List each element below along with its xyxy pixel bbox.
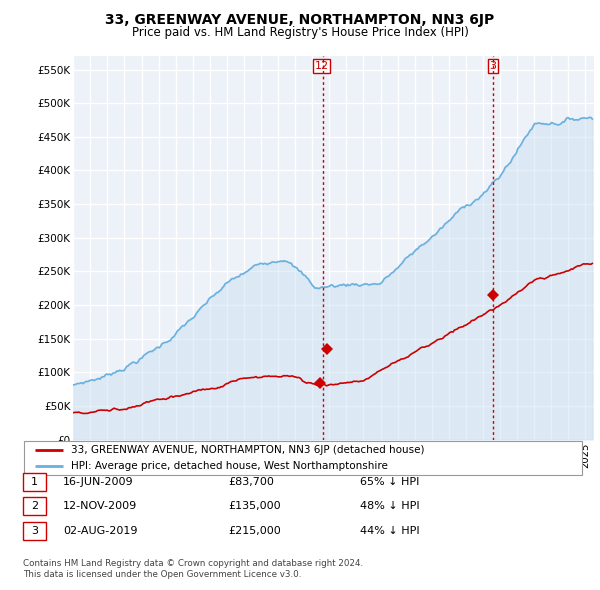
- Text: 1: 1: [31, 477, 38, 487]
- Text: 3: 3: [31, 526, 38, 536]
- Text: £83,700: £83,700: [228, 477, 274, 487]
- Text: 65% ↓ HPI: 65% ↓ HPI: [360, 477, 419, 487]
- Text: 12-NOV-2009: 12-NOV-2009: [63, 502, 137, 511]
- Text: 33, GREENWAY AVENUE, NORTHAMPTON, NN3 6JP (detached house): 33, GREENWAY AVENUE, NORTHAMPTON, NN3 6J…: [71, 445, 425, 455]
- Text: HPI: Average price, detached house, West Northamptonshire: HPI: Average price, detached house, West…: [71, 461, 388, 471]
- Text: 33, GREENWAY AVENUE, NORTHAMPTON, NN3 6JP: 33, GREENWAY AVENUE, NORTHAMPTON, NN3 6J…: [106, 13, 494, 27]
- Text: 3: 3: [490, 61, 497, 71]
- Text: 2: 2: [31, 502, 38, 511]
- Text: Price paid vs. HM Land Registry's House Price Index (HPI): Price paid vs. HM Land Registry's House …: [131, 26, 469, 39]
- Text: £135,000: £135,000: [228, 502, 281, 511]
- FancyBboxPatch shape: [24, 441, 582, 475]
- Text: £215,000: £215,000: [228, 526, 281, 536]
- Text: 16-JUN-2009: 16-JUN-2009: [63, 477, 134, 487]
- Text: Contains HM Land Registry data © Crown copyright and database right 2024.
This d: Contains HM Land Registry data © Crown c…: [23, 559, 363, 579]
- Text: 02-AUG-2019: 02-AUG-2019: [63, 526, 137, 536]
- Text: 44% ↓ HPI: 44% ↓ HPI: [360, 526, 419, 536]
- Text: 48% ↓ HPI: 48% ↓ HPI: [360, 502, 419, 511]
- Text: 12: 12: [314, 61, 329, 71]
